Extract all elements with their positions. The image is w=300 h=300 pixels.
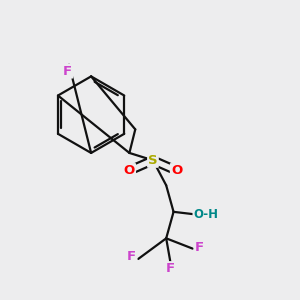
Text: S: S <box>148 154 158 167</box>
Text: F: F <box>166 262 175 275</box>
Text: F: F <box>195 241 204 254</box>
Text: F: F <box>63 64 72 78</box>
Text: F: F <box>127 250 136 262</box>
Text: O: O <box>124 164 135 177</box>
Text: O: O <box>171 164 182 177</box>
Text: O-H: O-H <box>194 208 218 221</box>
